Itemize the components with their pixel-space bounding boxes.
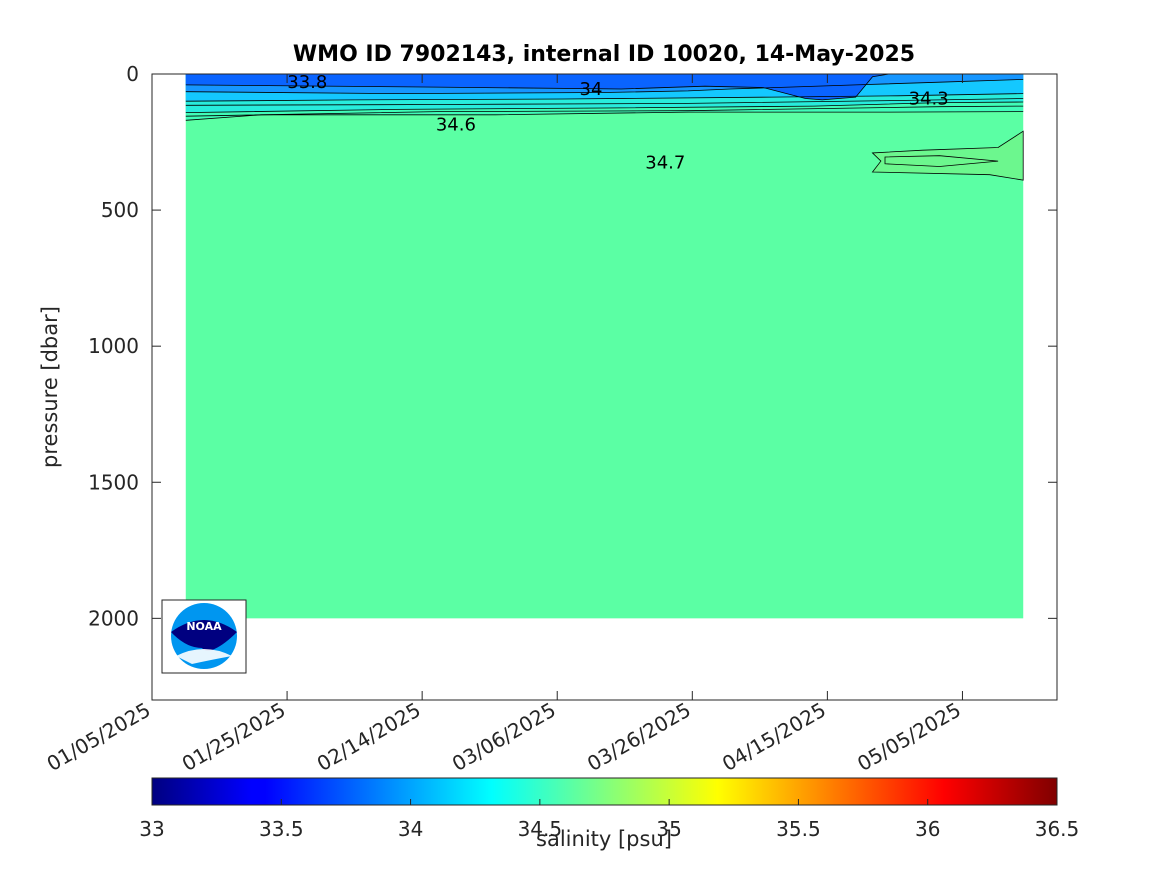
chart-title: WMO ID 7902143, internal ID 10020, 14-Ma… — [293, 42, 915, 67]
colorbar-tick-label: 36.5 — [1035, 817, 1080, 841]
x-tick-label: 03/26/2025 — [583, 698, 695, 776]
y-tick-label: 2000 — [88, 606, 139, 630]
colorbar-label: salinity [psu] — [536, 827, 672, 851]
y-tick-label: 0 — [126, 62, 139, 86]
y-axis-label: pressure [dbar] — [38, 306, 62, 468]
colorbar — [151, 777, 1058, 806]
x-tick-label: 04/15/2025 — [718, 698, 830, 776]
contour-label: 34 — [580, 79, 603, 100]
noaa-logo-bird — [171, 620, 237, 651]
contour-line — [185, 74, 1024, 101]
salinity-band-1 — [185, 74, 1024, 100]
x-tick-label: 02/14/2025 — [313, 698, 425, 776]
x-tick-label: 03/06/2025 — [448, 698, 560, 776]
contour-label: 34.7 — [645, 153, 685, 174]
contour-label: 34.6 — [436, 114, 476, 135]
contour-line — [884, 155, 999, 167]
colorbar-tick-label: 35.5 — [776, 817, 821, 841]
contour-label: 33.8 — [287, 72, 327, 93]
contour-line — [185, 93, 1024, 102]
plot-frame — [151, 73, 1058, 701]
y-tick-label: 1000 — [88, 334, 139, 358]
contour-line — [185, 98, 1024, 106]
y-tick-label: 1500 — [88, 470, 139, 494]
contour-label: 34.3 — [909, 89, 949, 110]
x-tick-label: 01/05/2025 — [43, 698, 155, 776]
colorbar-tick-label: 33 — [139, 817, 164, 841]
noaa-logo-text: NOAA — [186, 620, 222, 633]
contour-line — [185, 111, 1024, 121]
colorbar-tick-label: 36 — [915, 817, 940, 841]
colorbar-tick-label: 34.5 — [518, 817, 563, 841]
colorbar-tick-label: 35 — [656, 817, 681, 841]
contour-line — [185, 101, 1024, 113]
x-tick-label: 05/05/2025 — [853, 698, 965, 776]
colorbar-tick-label: 34 — [398, 817, 423, 841]
y-tick-label: 500 — [101, 198, 139, 222]
noaa-logo: NOAA — [161, 599, 247, 674]
colorbar-tick-label: 33.5 — [259, 817, 304, 841]
contour-line — [185, 105, 1024, 117]
x-tick-label: 01/25/2025 — [178, 698, 290, 776]
contour-line — [185, 79, 1024, 95]
contour-line — [871, 130, 1024, 181]
salinity-patch — [872, 131, 1024, 181]
